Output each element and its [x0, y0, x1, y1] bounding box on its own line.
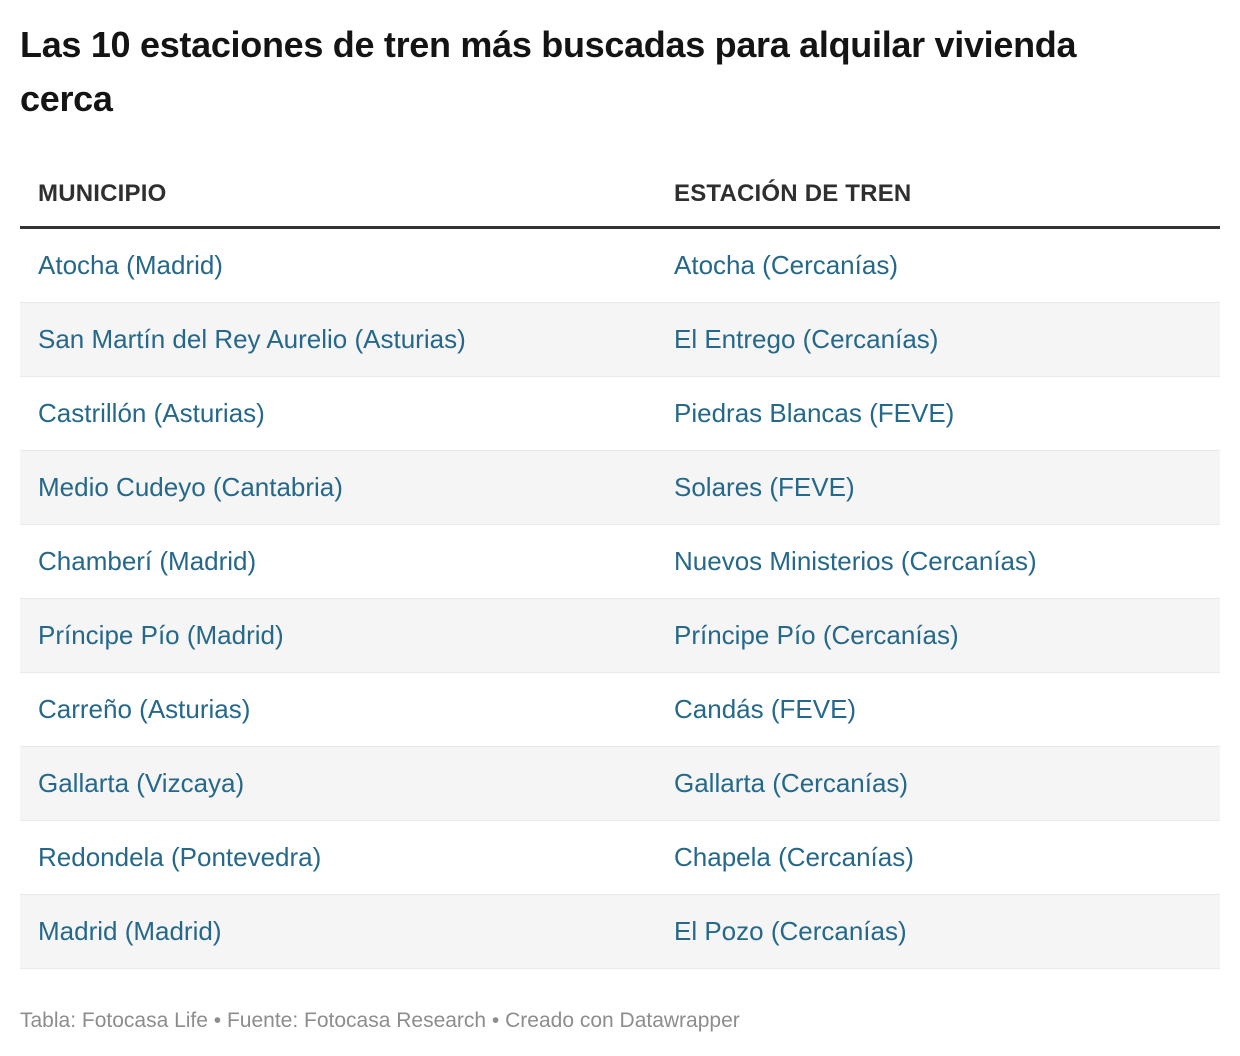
table-row: Atocha (Madrid) Atocha (Cercanías)	[20, 227, 1220, 303]
stations-table: MUNICIPIO ESTACIÓN DE TREN Atocha (Madri…	[20, 166, 1220, 969]
column-header-municipio: MUNICIPIO	[20, 166, 656, 229]
chart-title: Las 10 estaciones de tren más buscadas p…	[20, 24, 1077, 119]
municipio-cell: San Martín del Rey Aurelio (Asturias)	[20, 302, 656, 377]
table-row: Príncipe Pío (Madrid) Príncipe Pío (Cerc…	[20, 598, 1220, 673]
municipio-cell: Gallarta (Vizcaya)	[20, 746, 656, 821]
table-row: Redondela (Pontevedra) Chapela (Cercanía…	[20, 820, 1220, 895]
municipio-cell: Castrillón (Asturias)	[20, 376, 656, 451]
estacion-cell: El Pozo (Cercanías)	[656, 894, 1220, 969]
table-row: San Martín del Rey Aurelio (Asturias) El…	[20, 302, 1220, 377]
estacion-cell: Candás (FEVE)	[656, 672, 1220, 747]
municipio-cell: Atocha (Madrid)	[20, 227, 656, 303]
estacion-cell: Chapela (Cercanías)	[656, 820, 1220, 895]
table-row: Gallarta (Vizcaya) Gallarta (Cercanías)	[20, 746, 1220, 821]
attribution-footer: Tabla: Fotocasa Life • Fuente: Fotocasa …	[20, 1009, 740, 1032]
column-header-estacion: ESTACIÓN DE TREN	[656, 166, 1220, 229]
municipio-cell: Chamberí (Madrid)	[20, 524, 656, 599]
header-row: MUNICIPIO ESTACIÓN DE TREN	[20, 166, 1220, 229]
estacion-cell: Solares (FEVE)	[656, 450, 1220, 525]
municipio-cell: Carreño (Asturias)	[20, 672, 656, 747]
estacion-cell: Nuevos Ministerios (Cercanías)	[656, 524, 1220, 599]
table-row: Castrillón (Asturias) Piedras Blancas (F…	[20, 376, 1220, 451]
estacion-cell: Atocha (Cercanías)	[656, 227, 1220, 303]
datawrapper-table-page: Las 10 estaciones de tren más buscadas p…	[0, 18, 1240, 1035]
municipio-cell: Madrid (Madrid)	[20, 894, 656, 969]
estacion-cell: Piedras Blancas (FEVE)	[656, 376, 1220, 451]
table-header: MUNICIPIO ESTACIÓN DE TREN	[20, 166, 1220, 229]
municipio-cell: Redondela (Pontevedra)	[20, 820, 656, 895]
table-row: Medio Cudeyo (Cantabria) Solares (FEVE)	[20, 450, 1220, 525]
municipio-cell: Medio Cudeyo (Cantabria)	[20, 450, 656, 525]
estacion-cell: Príncipe Pío (Cercanías)	[656, 598, 1220, 673]
table-row: Carreño (Asturias) Candás (FEVE)	[20, 672, 1220, 747]
table-row: Chamberí (Madrid) Nuevos Ministerios (Ce…	[20, 524, 1220, 599]
estacion-cell: El Entrego (Cercanías)	[656, 302, 1220, 377]
table-row: Madrid (Madrid) El Pozo (Cercanías)	[20, 894, 1220, 969]
municipio-cell: Príncipe Pío (Madrid)	[20, 598, 656, 673]
table-body: Atocha (Madrid) Atocha (Cercanías) San M…	[20, 227, 1220, 969]
estacion-cell: Gallarta (Cercanías)	[656, 746, 1220, 821]
